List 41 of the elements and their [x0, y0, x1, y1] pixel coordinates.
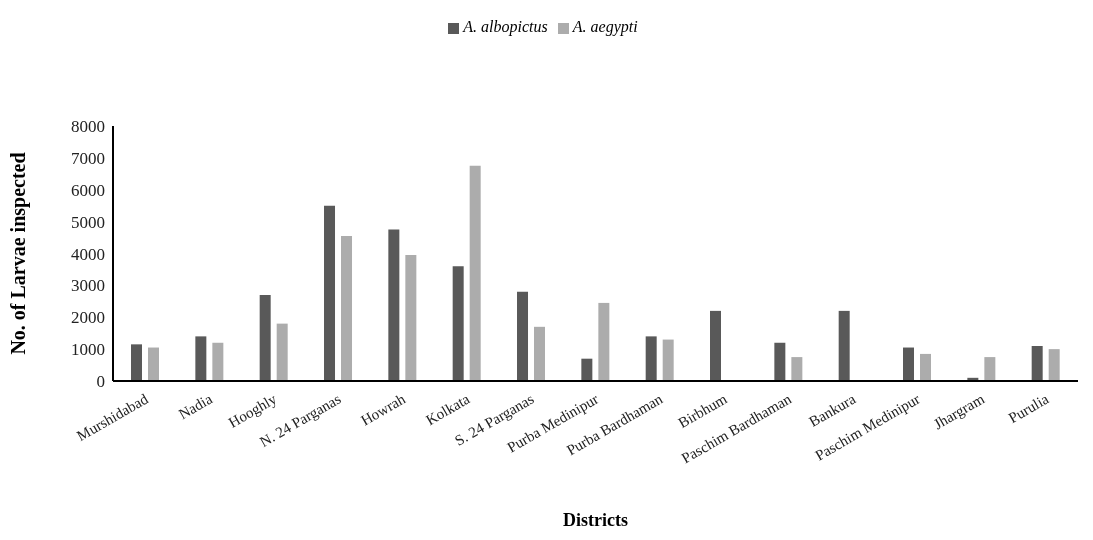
bar: [341, 235, 353, 381]
bar: [534, 326, 546, 381]
bar: [774, 342, 786, 381]
bar: [791, 357, 803, 381]
y-tick-label: 1000: [71, 340, 105, 360]
y-tick-label: 3000: [71, 276, 105, 296]
legend-label: A. aegypti: [572, 18, 638, 35]
bar: [195, 336, 207, 381]
y-tick-label: 2000: [71, 308, 105, 328]
bar: [469, 165, 481, 381]
bar: [452, 266, 464, 381]
bar: [903, 347, 915, 381]
legend-label: A. albopictus: [463, 18, 548, 35]
bar: [838, 310, 850, 381]
bar: [131, 344, 143, 381]
bar: [259, 294, 271, 381]
x-axis-title: Districts: [563, 510, 628, 530]
bar: [517, 291, 529, 381]
bar: [405, 255, 417, 381]
bar: [984, 357, 996, 381]
bar: [645, 336, 657, 381]
y-tick-label: 8000: [71, 117, 105, 137]
bar: [1048, 349, 1060, 381]
bar: [598, 302, 610, 381]
bar: [212, 342, 224, 381]
y-tick-label: 0: [96, 372, 105, 392]
bar: [148, 347, 160, 381]
bar: [920, 353, 932, 381]
bar: [1031, 345, 1043, 381]
bar: [324, 205, 336, 381]
bar: [581, 358, 593, 381]
x-tick-label: Nadia: [175, 390, 216, 423]
y-tick-label: 7000: [71, 148, 105, 168]
y-tick-label: 4000: [71, 244, 105, 264]
bar: [710, 310, 722, 381]
bar: [388, 229, 400, 381]
bar: [276, 323, 288, 381]
y-tick-label: 5000: [71, 212, 105, 232]
bar: [662, 339, 674, 381]
y-axis-title: No. of Larvae inspected: [7, 152, 31, 355]
y-tick-label: 6000: [71, 180, 105, 200]
